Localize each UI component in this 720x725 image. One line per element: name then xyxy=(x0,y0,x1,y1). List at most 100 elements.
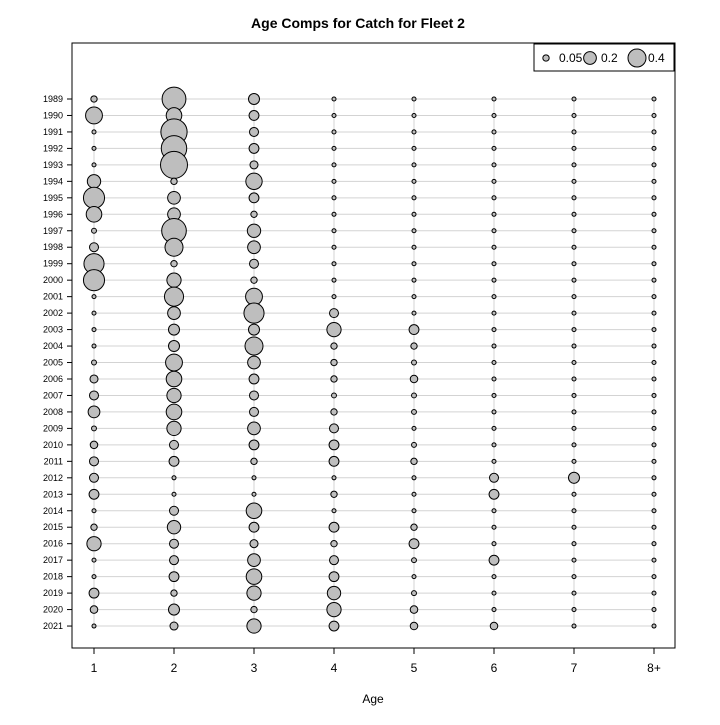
bubble-point xyxy=(330,490,338,498)
bubble-point xyxy=(491,244,497,250)
chart-title: Age Comps for Catch for Fleet 2 xyxy=(251,15,465,31)
y-tick-label: 2017 xyxy=(43,555,63,565)
x-tick-label: 5 xyxy=(411,661,418,675)
bubble-point xyxy=(411,244,417,250)
bubble-point xyxy=(651,557,657,563)
bubble-point xyxy=(411,441,417,448)
bubble-point xyxy=(89,242,99,253)
bubble-point xyxy=(411,392,417,399)
bubble-point xyxy=(331,261,337,267)
bubble-point xyxy=(165,353,183,372)
bubble-point xyxy=(491,590,497,596)
bubble-point xyxy=(160,150,188,179)
bubble-point xyxy=(491,343,497,349)
bubble-point xyxy=(491,541,497,547)
bubble-point xyxy=(331,195,337,201)
bubble-point xyxy=(651,475,657,481)
bubble-point xyxy=(167,323,181,336)
bubble-point xyxy=(571,524,577,530)
bubble-point xyxy=(411,162,417,168)
bubble-point xyxy=(410,523,418,531)
bubble-point xyxy=(651,277,657,283)
bubble-point xyxy=(250,605,258,614)
bubble-point xyxy=(330,375,338,383)
bubble-point xyxy=(651,607,657,613)
bubble-point xyxy=(85,106,103,125)
y-tick-label: 2005 xyxy=(43,358,63,368)
bubble-point xyxy=(409,374,419,384)
bubble-point xyxy=(169,555,179,566)
x-tick-label: 6 xyxy=(491,661,498,675)
bubble-point xyxy=(91,425,97,432)
bubble-point xyxy=(328,455,340,467)
bubble-point xyxy=(571,145,577,151)
bubble-point xyxy=(245,172,263,191)
bubble-point xyxy=(411,425,417,431)
bubble-point xyxy=(88,587,100,599)
bubble-point xyxy=(571,96,577,102)
y-tick-label: 2015 xyxy=(43,522,63,532)
bubble-point xyxy=(571,294,577,300)
y-tick-label: 2013 xyxy=(43,489,63,499)
gridlines xyxy=(93,98,655,627)
bubble-point xyxy=(491,376,497,382)
bubble-point xyxy=(326,321,342,338)
legend-label: 0.4 xyxy=(648,51,665,65)
bubble-point xyxy=(411,359,417,366)
bubble-point xyxy=(411,294,417,300)
bubble-point xyxy=(571,508,577,514)
bubble-point xyxy=(249,126,259,137)
bubble-point xyxy=(491,508,497,514)
y-tick-label: 2012 xyxy=(43,473,63,483)
bubble-point xyxy=(251,491,257,497)
bubble-point xyxy=(331,228,337,234)
bubble-point xyxy=(247,355,261,370)
bubble-point xyxy=(165,370,183,388)
bubble-point xyxy=(409,621,419,631)
bubble-point xyxy=(248,142,260,154)
bubble-point xyxy=(249,406,259,417)
bubble-point xyxy=(169,538,179,549)
bubble-point xyxy=(651,392,657,398)
bubble-point xyxy=(651,327,657,333)
bubble-point xyxy=(491,195,497,201)
x-axis-title: Age xyxy=(362,692,384,706)
bubble-point xyxy=(571,491,577,497)
bubble-point xyxy=(411,178,417,184)
bubble-point xyxy=(330,342,338,350)
bubble-point xyxy=(170,589,178,597)
bubble-point xyxy=(489,472,499,483)
y-tick-label: 2020 xyxy=(43,605,63,615)
bubble-point xyxy=(167,340,181,353)
bubble-point xyxy=(651,294,657,300)
y-tick-label: 1990 xyxy=(43,110,63,120)
bubble-point xyxy=(571,277,577,283)
bubble-point xyxy=(248,439,260,451)
bubble-point xyxy=(82,186,106,209)
bubble-point xyxy=(91,327,97,333)
plot-frame xyxy=(71,42,676,649)
bubble-point xyxy=(411,195,417,201)
bubble-point xyxy=(411,491,417,497)
bubble-point xyxy=(411,574,417,580)
bubble-point xyxy=(571,211,577,217)
y-tick-label: 1997 xyxy=(43,226,63,236)
bubble-point xyxy=(571,129,577,135)
bubble-point xyxy=(328,571,340,583)
bubble-point xyxy=(651,343,657,349)
bubble-point xyxy=(331,112,337,118)
bubble-point xyxy=(651,162,657,168)
y-tick-label: 2000 xyxy=(43,275,63,285)
x-tick-label: 1 xyxy=(91,661,98,675)
bubble-point xyxy=(571,112,577,118)
bubble-point xyxy=(89,374,99,384)
bubble-point xyxy=(91,310,97,316)
bubble-point xyxy=(489,621,499,631)
bubble-point xyxy=(491,129,497,135)
bubble-point xyxy=(249,258,259,269)
bubble-point xyxy=(571,623,577,629)
bubble-point xyxy=(571,425,577,431)
bubble-point xyxy=(247,323,261,336)
bubble-point xyxy=(491,228,497,234)
bubble-point xyxy=(651,524,657,530)
